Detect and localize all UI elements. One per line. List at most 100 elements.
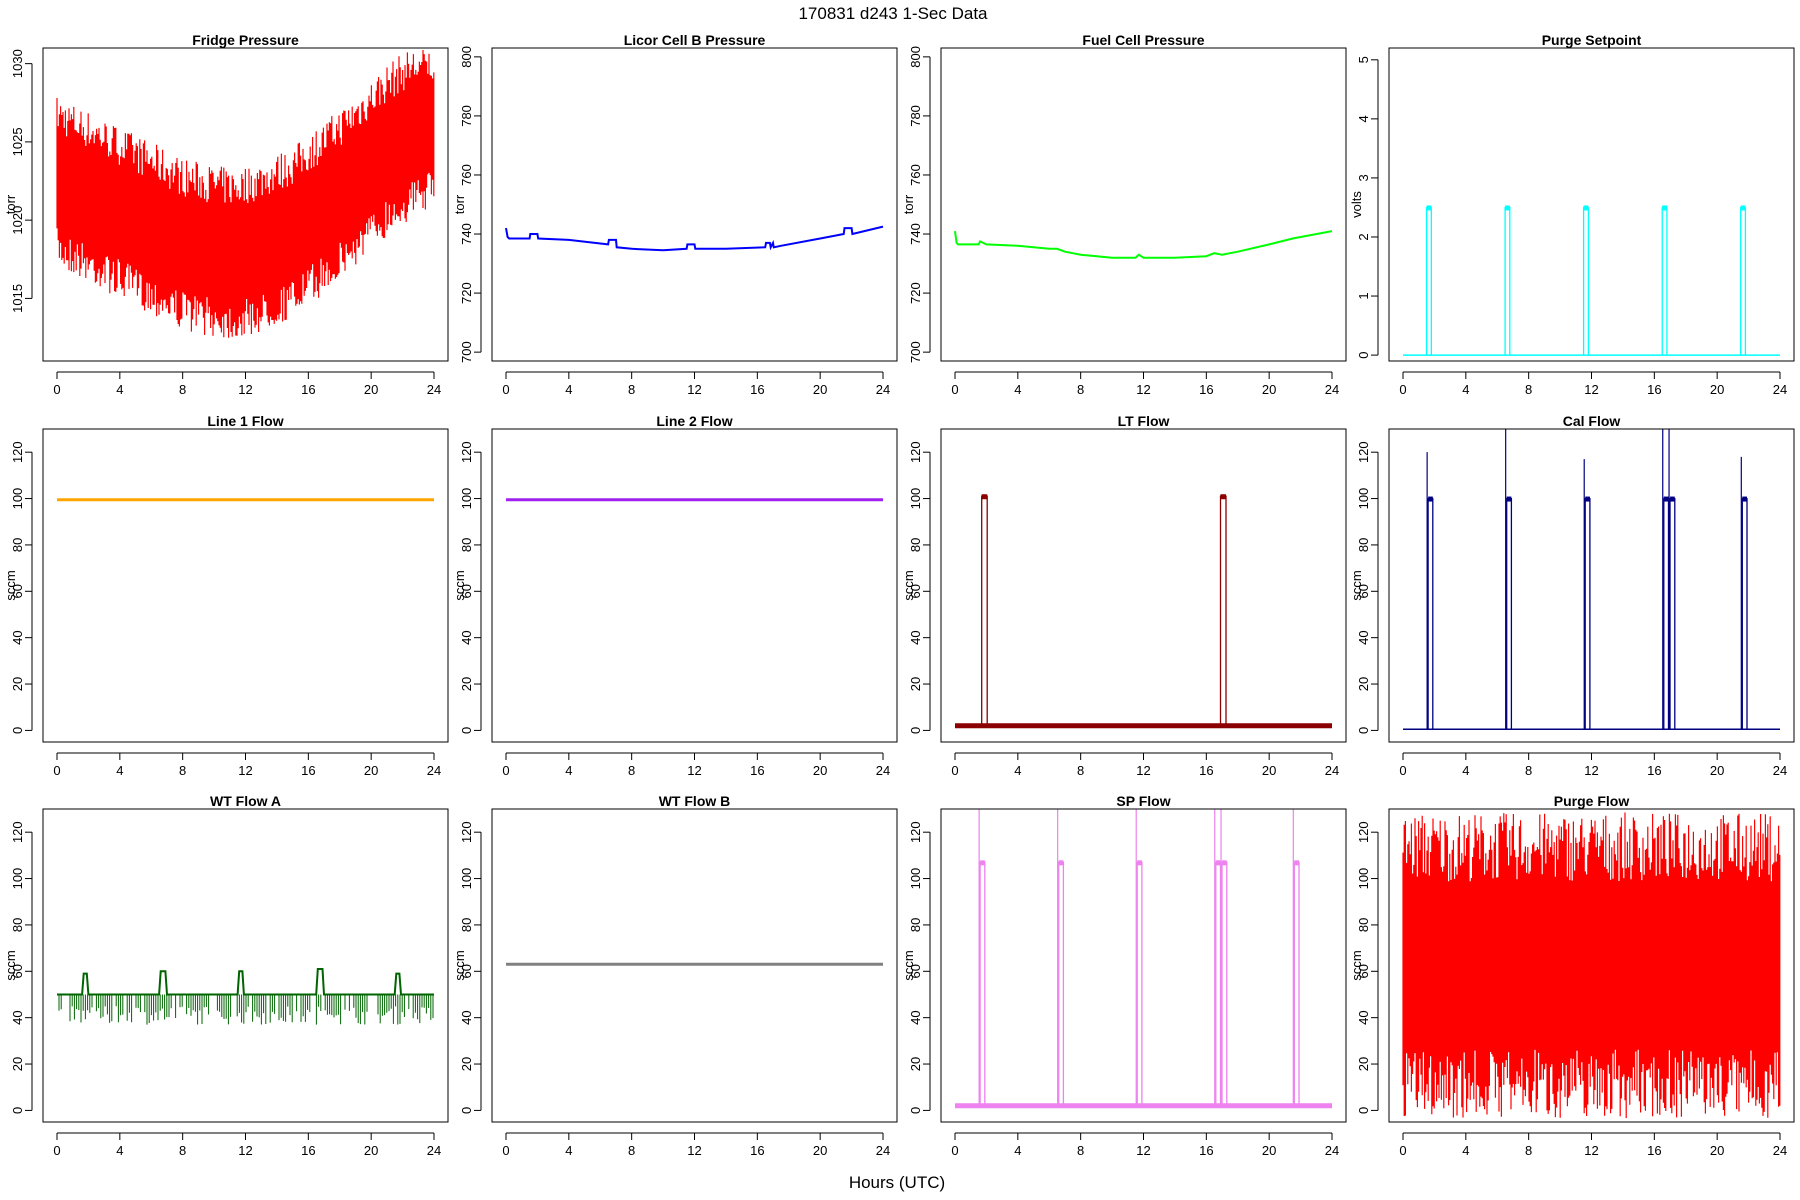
y-tick-label: 0 [10, 1107, 25, 1114]
y-tick-label: 100 [10, 868, 25, 890]
x-tick-label: 0 [53, 1143, 60, 1158]
y-tick-label: 80 [1356, 918, 1371, 932]
y-tick-label: 60 [908, 964, 923, 978]
series-pulse [981, 495, 988, 726]
y-axis: 0 20 40 60 80 100 120 [10, 821, 33, 1114]
x-tick-label: 20 [813, 382, 827, 397]
series-pulse [1425, 206, 1432, 356]
panel-title: Line 2 Flow [656, 413, 732, 429]
x-tick-label: 24 [1773, 763, 1787, 778]
figure-title: 170831 d243 1-Sec Data [798, 4, 988, 23]
x-tick-label: 16 [1647, 1143, 1661, 1158]
x-tick-label: 16 [750, 1143, 764, 1158]
panel-title: Purge Flow [1554, 793, 1630, 809]
x-tick-label: 8 [1077, 763, 1084, 778]
y-tick-label: 20 [10, 677, 25, 691]
y-tick-label: 120 [459, 821, 474, 843]
x-tick-label: 8 [628, 1143, 635, 1158]
x-tick-label: 24 [1773, 1143, 1787, 1158]
panel-title: WT Flow A [210, 793, 281, 809]
x-axis: 0 4 8 12 16 20 24 [53, 371, 441, 397]
y-tick-label: 0 [10, 727, 25, 734]
series-fuel-cell-pressure [954, 230, 1333, 259]
series-band [1402, 812, 1781, 1119]
x-tick-label: 12 [1136, 1143, 1150, 1158]
x-tick-label: 24 [1773, 382, 1787, 397]
x-tick-label: 12 [1584, 763, 1598, 778]
panel-wt-flow-b: WT Flow B sccm 0 4 8 12 16 20 24 0 20 40 60 80 100 120 [452, 793, 898, 1158]
y-axis-label: sccm [1349, 950, 1364, 980]
x-tick-label: 0 [502, 1143, 509, 1158]
y-axis: 1015 1020 1025 1030 [10, 49, 33, 313]
x-tick-label: 20 [813, 1143, 827, 1158]
y-tick-label: 20 [908, 677, 923, 691]
y-tick-label: 20 [459, 1057, 474, 1071]
y-tick-label: 20 [459, 677, 474, 691]
series-lt-flow [955, 494, 1332, 729]
panel-purge-flow: Purge Flow sccm 0 4 8 12 16 20 24 0 20 40 60 80 100 120 [1349, 793, 1795, 1158]
y-axis-label: sccm [3, 950, 18, 980]
x-tick-label: 24 [1325, 382, 1339, 397]
x-tick-label: 0 [951, 763, 958, 778]
x-tick-label: 16 [301, 1143, 315, 1158]
x-tick-label: 20 [1710, 763, 1724, 778]
x-tick-label: 20 [1710, 1143, 1724, 1158]
y-tick-label: 100 [459, 868, 474, 890]
x-tick-label: 12 [1136, 382, 1150, 397]
x-tick-label: 16 [750, 763, 764, 778]
series-pulse [1221, 861, 1228, 1106]
series-pulse [1506, 497, 1513, 730]
y-tick-label: 780 [908, 105, 923, 127]
x-tick-label: 20 [364, 763, 378, 778]
series-pulse [1058, 861, 1065, 1106]
y-axis-label: sccm [901, 950, 916, 980]
panel-title: Line 1 Flow [207, 413, 283, 429]
y-tick-label: 780 [459, 105, 474, 127]
x-tick-label: 12 [1584, 1143, 1598, 1158]
panel-title: SP Flow [1116, 793, 1170, 809]
y-tick-label: 1 [1356, 292, 1371, 299]
y-tick-label: 120 [10, 821, 25, 843]
x-axis: 0 4 8 12 16 20 24 [502, 1132, 890, 1158]
x-tick-label: 16 [1647, 763, 1661, 778]
y-tick-label: 80 [908, 918, 923, 932]
y-tick-label: 100 [10, 488, 25, 510]
plot-frame [42, 808, 449, 1123]
y-axis: 0 1 2 3 4 5 [1356, 56, 1379, 359]
y-tick-label: 4 [1356, 115, 1371, 122]
x-tick-label: 8 [1077, 1143, 1084, 1158]
series-pulse [1136, 861, 1143, 1106]
x-tick-label: 20 [1262, 1143, 1276, 1158]
y-tick-label: 800 [459, 46, 474, 68]
x-tick-label: 4 [565, 763, 572, 778]
series-pulse [1215, 861, 1222, 1106]
x-tick-label: 16 [750, 382, 764, 397]
x-tick-label: 8 [628, 763, 635, 778]
x-tick-label: 4 [1462, 763, 1469, 778]
plot-frame [940, 47, 1347, 362]
x-tick-label: 20 [1710, 382, 1724, 397]
x-tick-label: 24 [427, 382, 441, 397]
x-axis: 0 4 8 12 16 20 24 [951, 752, 1339, 778]
y-tick-label: 80 [1356, 538, 1371, 552]
x-tick-label: 16 [1199, 1143, 1213, 1158]
series-line [505, 225, 884, 252]
y-axis-label: volts [1349, 191, 1364, 218]
y-tick-label: 2 [1356, 233, 1371, 240]
x-tick-label: 20 [364, 1143, 378, 1158]
y-tick-label: 100 [908, 488, 923, 510]
y-tick-label: 60 [908, 584, 923, 598]
x-tick-label: 16 [301, 382, 315, 397]
plot-frame [1388, 428, 1795, 743]
y-tick-label: 40 [10, 1010, 25, 1024]
y-tick-label: 40 [1356, 1010, 1371, 1024]
y-tick-label: 80 [459, 538, 474, 552]
series-pulse [1669, 497, 1676, 730]
series-line [954, 230, 1333, 259]
series-pulse [1293, 861, 1300, 1106]
x-axis: 0 4 8 12 16 20 24 [53, 752, 441, 778]
y-tick-label: 80 [10, 918, 25, 932]
y-tick-label: 80 [459, 918, 474, 932]
